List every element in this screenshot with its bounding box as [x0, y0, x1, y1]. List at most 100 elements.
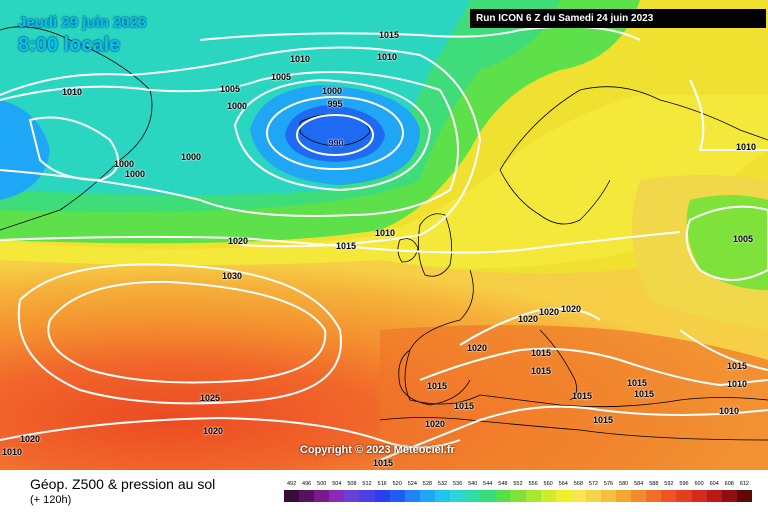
scale-tick-label: 584 [634, 481, 644, 487]
scale-swatch [329, 490, 345, 502]
ireland-coast [397, 238, 419, 263]
scale-tick-label: 548 [498, 481, 508, 487]
isobar-label: 1000 [226, 101, 248, 111]
legend-bar: Géop. Z500 & pression au sol (+ 120h) 49… [0, 470, 768, 512]
scale-swatch [661, 490, 677, 502]
scale-tick-label: 600 [694, 481, 704, 487]
isobar-label: 1015 [372, 458, 394, 468]
isobar-label: 1015 [633, 389, 655, 399]
isobar-greenland-1000 [28, 116, 119, 182]
scale-tick-label: 520 [392, 481, 402, 487]
isobar-label: 1000 [124, 169, 146, 179]
coastlines [0, 26, 768, 441]
isobar-1030-high [47, 280, 327, 384]
isobar-label: 1015 [726, 361, 748, 371]
scale-swatch [691, 490, 707, 502]
isobar-label: 1000 [180, 152, 202, 162]
isobar-1020-north [0, 231, 681, 254]
scale-tick-label: 496 [302, 481, 312, 487]
scale-tick-label: 540 [468, 481, 478, 487]
isobar-label: 1015 [592, 415, 614, 425]
scale-tick-label: 500 [317, 481, 327, 487]
scale-tick-label: 492 [286, 481, 297, 487]
scale-swatch [359, 490, 375, 502]
scandinavia-coast [499, 86, 768, 171]
copyright-notice: Copyright © 2023 Meteociel.fr [300, 444, 455, 456]
isobar-label: 1000 [321, 86, 343, 96]
isobar-label: 1025 [199, 393, 221, 403]
isobar-label: 990 [328, 138, 344, 148]
isobar-label: 1005 [732, 234, 754, 244]
scale-swatch [419, 490, 435, 502]
scale-tick-label: 556 [528, 481, 538, 487]
scale-tick-label: 608 [724, 481, 734, 487]
isobar-label: 1010 [735, 142, 757, 152]
scale-swatch [540, 490, 556, 502]
color-scale [284, 490, 752, 502]
scale-swatch [736, 490, 752, 502]
scale-swatch [676, 490, 692, 502]
isobar-1025-high [17, 263, 342, 405]
isobar-label: 1015 [335, 241, 357, 251]
scale-swatch [585, 490, 601, 502]
scale-tick-label: 612 [739, 481, 749, 487]
isobar-label: 1010 [289, 54, 311, 64]
scale-tick-label: 536 [452, 481, 463, 487]
isobar-label: 1005 [270, 72, 292, 82]
isobar-label: 1020 [424, 419, 446, 429]
scale-swatch [404, 490, 420, 502]
scale-swatch [706, 490, 722, 502]
isobar-label: 1015 [626, 378, 648, 388]
scale-swatch [299, 490, 315, 502]
scale-tick-label: 596 [679, 481, 689, 487]
scale-swatch [646, 490, 662, 502]
isobar-1010-north [0, 46, 482, 248]
isobar-label: 1010 [374, 228, 396, 238]
mediterranean-coast [479, 394, 768, 408]
run-info: Run ICON 6 Z du Samedi 24 juin 2023 [470, 9, 766, 28]
field-east-green [686, 195, 768, 290]
scale-tick-label: 528 [422, 481, 432, 487]
scale-tick-label: 532 [437, 481, 448, 487]
color-scale-ticks: 492 496 500 504 508 512 516 520 524 528 532 536 540 5… [284, 479, 752, 489]
scale-swatch [570, 490, 586, 502]
scale-swatch [495, 490, 511, 502]
scale-tick-label: 580 [619, 481, 629, 487]
scale-tick-label: 508 [347, 481, 357, 487]
forecast-time: 8:00 locale [18, 34, 121, 56]
isobar-label: 1015 [426, 381, 448, 391]
z500-pressure-map [0, 0, 768, 470]
field-greenland-blue [0, 100, 50, 200]
scale-tick-label: 524 [407, 481, 417, 487]
isobar-1005-east [685, 205, 768, 281]
scale-swatch [510, 490, 526, 502]
isobars [0, 25, 768, 461]
isobar-1010-east [679, 329, 768, 371]
scale-swatch [721, 490, 737, 502]
scale-swatch [480, 490, 496, 502]
weather-map: Jeudi 29 juin 2023 8:00 locale Run ICON … [0, 0, 768, 470]
scale-swatch [434, 490, 451, 502]
isobar-1020-south [0, 416, 461, 449]
isobar-1005 [0, 71, 459, 217]
scale-swatch [465, 490, 481, 502]
scale-swatch [374, 490, 390, 502]
forecast-lead-time: (+ 120h) [30, 494, 72, 506]
isobar-label: 1015 [571, 391, 593, 401]
isobar-1020-europe [459, 307, 601, 346]
isobar-label: 1010 [726, 379, 748, 389]
isobar-label: 1020 [560, 304, 582, 314]
greenland-coast [0, 26, 153, 231]
isobar-label: 1020 [19, 434, 41, 444]
scale-swatch [314, 490, 330, 502]
isobar-label: 995 [327, 99, 343, 109]
scale-tick-label: 604 [709, 481, 719, 487]
product-title: Géop. Z500 & pression au sol [30, 476, 216, 492]
scale-tick-label: 592 [664, 481, 674, 487]
scale-swatch [600, 490, 617, 502]
isobar-label: 1015 [453, 401, 475, 411]
scale-swatch [525, 490, 541, 502]
scale-tick-label: 544 [483, 481, 493, 487]
scale-tick-label: 564 [558, 481, 568, 487]
isobar-label: 1010 [1, 447, 23, 457]
